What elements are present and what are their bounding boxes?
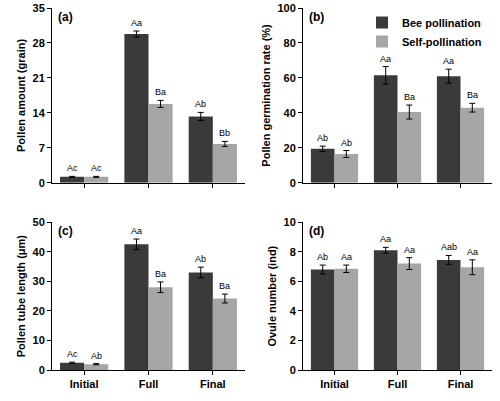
svg-text:Aa: Aa — [404, 245, 415, 255]
svg-text:Pollen tube length (μm): Pollen tube length (μm) — [15, 235, 27, 358]
svg-text:Ac: Ac — [67, 349, 78, 359]
svg-text:Bb: Bb — [219, 128, 230, 138]
svg-text:Pollen amount (grain): Pollen amount (grain) — [15, 39, 27, 152]
svg-text:Initial: Initial — [320, 378, 349, 390]
svg-text:Ba: Ba — [219, 281, 230, 291]
svg-text:0: 0 — [290, 177, 296, 189]
svg-text:Final: Final — [448, 378, 474, 390]
svg-text:60: 60 — [284, 72, 296, 84]
svg-text:14: 14 — [33, 107, 46, 119]
svg-text:Ab: Ab — [195, 99, 206, 109]
svg-text:20: 20 — [33, 305, 45, 317]
svg-text:Final: Final — [200, 378, 226, 390]
svg-text:(c): (c) — [58, 224, 73, 238]
svg-text:10: 10 — [284, 216, 296, 228]
svg-text:Pollen germination rate (%): Pollen germination rate (%) — [260, 24, 272, 167]
svg-text:Initial: Initial — [70, 378, 99, 390]
svg-text:8: 8 — [290, 246, 296, 258]
svg-text:Ba: Ba — [155, 87, 166, 97]
svg-text:80: 80 — [284, 37, 296, 49]
svg-text:Ba: Ba — [155, 269, 166, 279]
svg-text:(b): (b) — [309, 10, 324, 24]
svg-text:Aa: Aa — [443, 56, 454, 66]
svg-text:Ovule number (ind): Ovule number (ind) — [266, 245, 278, 346]
svg-text:Ab: Ab — [195, 254, 206, 264]
svg-text:Self-pollination: Self-pollination — [402, 36, 482, 48]
svg-text:20: 20 — [284, 142, 296, 154]
svg-text:7: 7 — [39, 142, 45, 154]
svg-text:Aa: Aa — [380, 54, 391, 64]
svg-text:100: 100 — [277, 2, 295, 14]
svg-text:21: 21 — [33, 72, 45, 84]
svg-text:Ab: Ab — [317, 252, 328, 262]
svg-text:Aa: Aa — [131, 18, 142, 28]
svg-text:Aa: Aa — [380, 234, 391, 244]
svg-text:Aa: Aa — [131, 226, 142, 236]
svg-text:40: 40 — [33, 246, 45, 258]
svg-text:Ab: Ab — [341, 138, 352, 148]
svg-text:6: 6 — [290, 275, 296, 287]
svg-text:35: 35 — [33, 2, 45, 14]
svg-text:30: 30 — [33, 275, 45, 287]
svg-text:Aab: Aab — [441, 242, 457, 252]
svg-text:(d): (d) — [309, 224, 324, 238]
svg-text:Ac: Ac — [91, 163, 102, 173]
svg-text:0: 0 — [290, 364, 296, 376]
svg-text:0: 0 — [39, 177, 45, 189]
svg-text:40: 40 — [284, 107, 296, 119]
svg-text:Full: Full — [388, 378, 408, 390]
svg-text:2: 2 — [290, 334, 296, 346]
svg-text:28: 28 — [33, 37, 45, 49]
svg-text:Ab: Ab — [91, 351, 102, 361]
svg-text:Bee pollination: Bee pollination — [402, 17, 481, 29]
svg-text:Aa: Aa — [467, 247, 478, 257]
svg-text:Full: Full — [139, 378, 159, 390]
svg-text:0: 0 — [39, 364, 45, 376]
svg-text:Aa: Aa — [341, 252, 352, 262]
svg-text:Ba: Ba — [404, 92, 415, 102]
svg-text:Ba: Ba — [467, 90, 478, 100]
svg-text:50: 50 — [33, 216, 45, 228]
svg-text:4: 4 — [290, 305, 297, 317]
svg-text:Ab: Ab — [317, 133, 328, 143]
svg-text:10: 10 — [33, 334, 45, 346]
svg-text:(a): (a) — [58, 10, 73, 24]
svg-text:Ac: Ac — [67, 163, 78, 173]
